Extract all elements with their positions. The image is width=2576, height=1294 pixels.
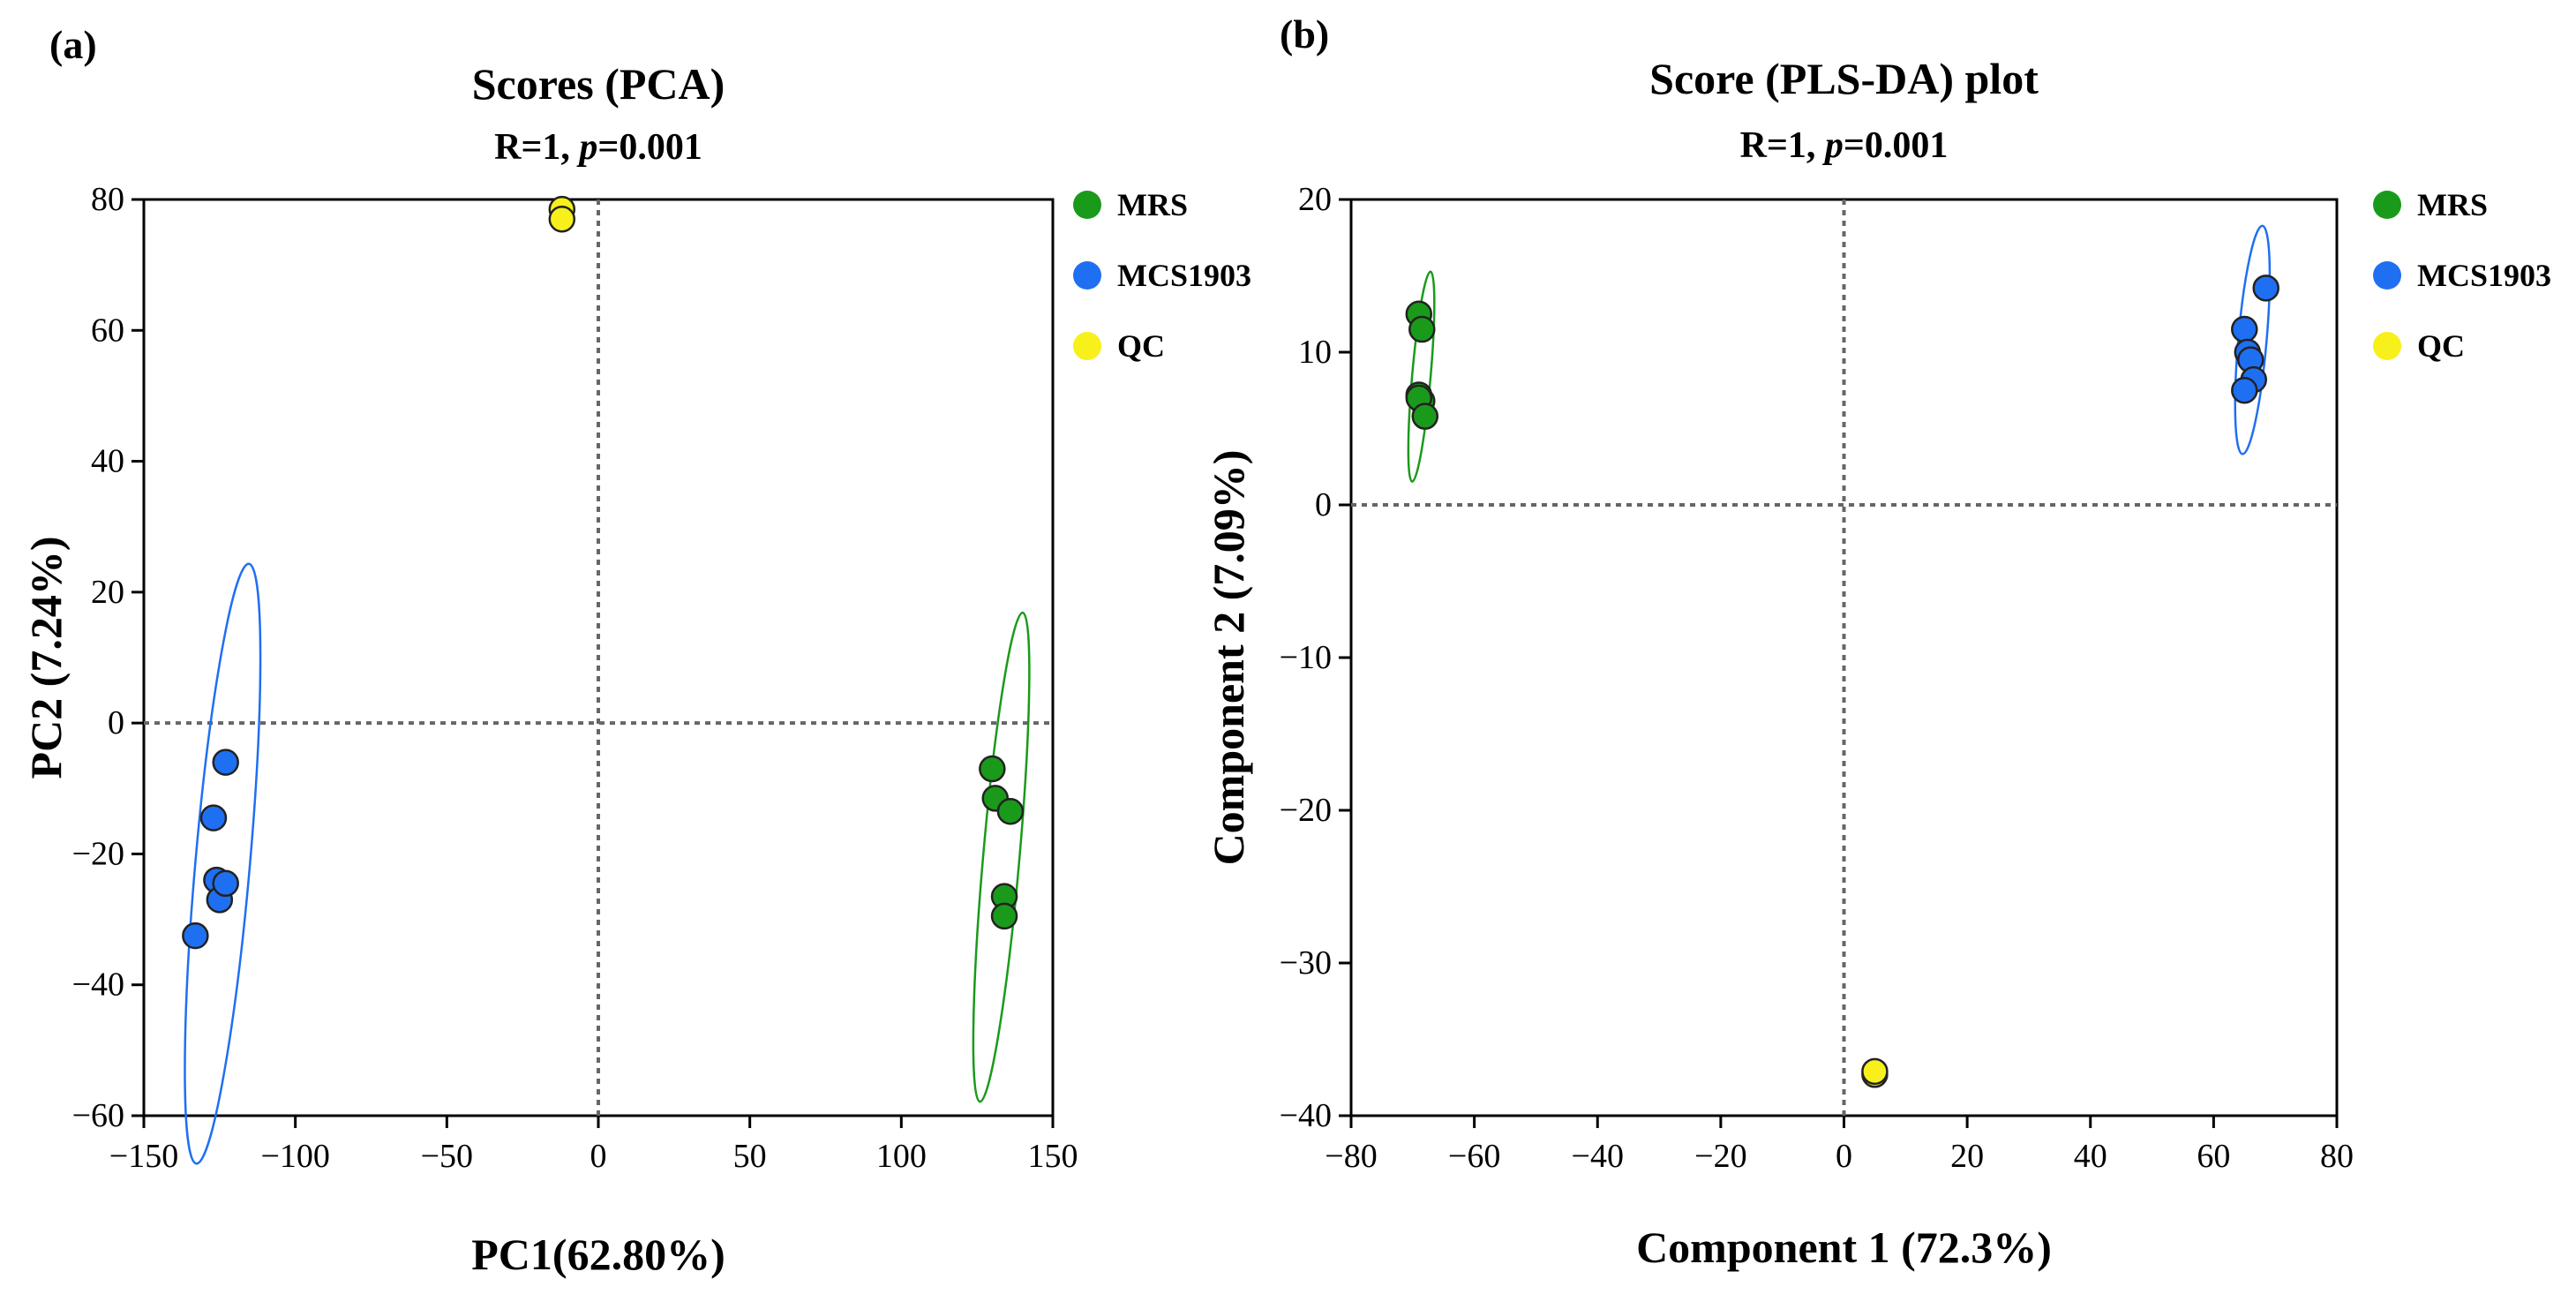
x-tick-label: −20 xyxy=(1694,1138,1746,1175)
x-tick-label: 60 xyxy=(2197,1138,2230,1175)
x-tick-label: 0 xyxy=(1836,1138,1852,1175)
x-tick-label: 80 xyxy=(2320,1138,2354,1175)
y-tick-label: 40 xyxy=(91,443,124,480)
subtitle-suffix: =0.001 xyxy=(1844,125,1948,166)
y-tick-label: −20 xyxy=(1280,792,1332,829)
chart-title-b: Score (PLS-DA) plot xyxy=(1649,54,2039,103)
subtitle-prefix: R=1, xyxy=(494,127,579,168)
y-tick-label: 60 xyxy=(91,312,124,349)
y-tick-label: −40 xyxy=(1280,1097,1332,1134)
data-point-mcs1903 xyxy=(2252,275,2279,302)
data-point-mrs xyxy=(1411,402,1439,430)
chart-subtitle-b: R=1, p=0.001 xyxy=(1740,125,1949,166)
confidence-ellipse-mrs xyxy=(1407,270,1436,483)
x-tick-label: −60 xyxy=(1448,1138,1500,1175)
subtitle-prefix: R=1, xyxy=(1740,125,1825,166)
legend-marker-qc xyxy=(1073,332,1101,360)
y-tick-label: −30 xyxy=(1280,944,1332,982)
legend-label-mcs1903: MCS1903 xyxy=(1117,258,1251,293)
legend-label-mrs: MRS xyxy=(2417,187,2488,222)
x-tick-label: −150 xyxy=(109,1138,178,1175)
y-tick-label: −20 xyxy=(72,835,124,872)
y-tick-label: 80 xyxy=(91,181,124,218)
y-axis-label-b: Component 2 (7.09%) xyxy=(1204,450,1253,866)
data-point-mrs xyxy=(1408,315,1436,343)
y-tick-label: 20 xyxy=(1298,181,1332,218)
x-tick-label: 50 xyxy=(733,1138,767,1175)
legend-label-qc: QC xyxy=(2417,328,2465,364)
panel-label-a: (a) xyxy=(49,22,97,67)
chart-title-a: Scores (PCA) xyxy=(472,59,725,109)
legend-label-mrs: MRS xyxy=(1117,187,1188,222)
legend-marker-mcs1903 xyxy=(2373,261,2401,290)
panel-b: (b) Score (PLS-DA) plot R=1, p=0.001 Com… xyxy=(1204,11,2551,1272)
panel-label-b: (b) xyxy=(1280,11,1329,56)
y-tick-label: −40 xyxy=(72,967,124,1004)
legend-label-mcs1903: MCS1903 xyxy=(2417,258,2551,293)
y-tick-label: 0 xyxy=(108,704,124,741)
x-tick-label: 150 xyxy=(1028,1138,1078,1175)
x-axis-label-b: Component 1 (72.3%) xyxy=(1636,1223,2052,1272)
data-point-mrs xyxy=(996,797,1025,825)
data-point-mrs xyxy=(990,902,1018,930)
data-point-mcs1903 xyxy=(212,869,239,898)
x-tick-label: −50 xyxy=(421,1138,473,1175)
confidence-ellipse-mrs xyxy=(972,611,1031,1103)
legend-marker-mrs xyxy=(2373,191,2401,219)
confidence-ellipse-mcs1903 xyxy=(184,562,262,1165)
panel-a: (a) Scores (PCA) R=1, p=0.001 PC1(62.80%… xyxy=(21,22,1251,1279)
x-tick-label: 100 xyxy=(876,1138,927,1175)
y-axis-label-a: PC2 (7.24%) xyxy=(21,537,71,779)
chart-subtitle-a: R=1, p=0.001 xyxy=(494,127,702,168)
x-tick-label: −100 xyxy=(260,1138,329,1175)
data-point-mrs xyxy=(979,755,1006,783)
legend-marker-mcs1903 xyxy=(1073,261,1101,290)
x-tick-label: −80 xyxy=(1325,1138,1377,1175)
data-point-mcs1903 xyxy=(199,804,228,831)
y-tick-label: −10 xyxy=(1280,639,1332,676)
subtitle-suffix: =0.001 xyxy=(597,127,702,168)
y-tick-label: −60 xyxy=(72,1097,124,1134)
subtitle-p: p xyxy=(576,127,597,168)
legend-label-qc: QC xyxy=(1117,328,1165,364)
x-tick-label: 0 xyxy=(590,1138,607,1175)
data-point-mcs1903 xyxy=(182,922,209,950)
subtitle-p: p xyxy=(1822,125,1844,166)
y-tick-label: 0 xyxy=(1315,486,1332,523)
y-tick-label: 20 xyxy=(91,574,124,611)
x-tick-label: 40 xyxy=(2074,1138,2107,1175)
legend-marker-qc xyxy=(2373,332,2401,360)
data-point-mcs1903 xyxy=(2231,377,2258,404)
x-axis-label-a: PC1(62.80%) xyxy=(471,1230,725,1279)
data-point-mcs1903 xyxy=(212,749,239,776)
legend-marker-mrs xyxy=(1073,191,1101,219)
data-point-mcs1903 xyxy=(2231,315,2258,343)
y-tick-label: 10 xyxy=(1298,334,1332,371)
data-point-qc xyxy=(1861,1057,1889,1086)
data-point-qc xyxy=(548,205,576,233)
x-tick-label: −40 xyxy=(1572,1138,1624,1175)
x-tick-label: 20 xyxy=(1950,1138,1984,1175)
